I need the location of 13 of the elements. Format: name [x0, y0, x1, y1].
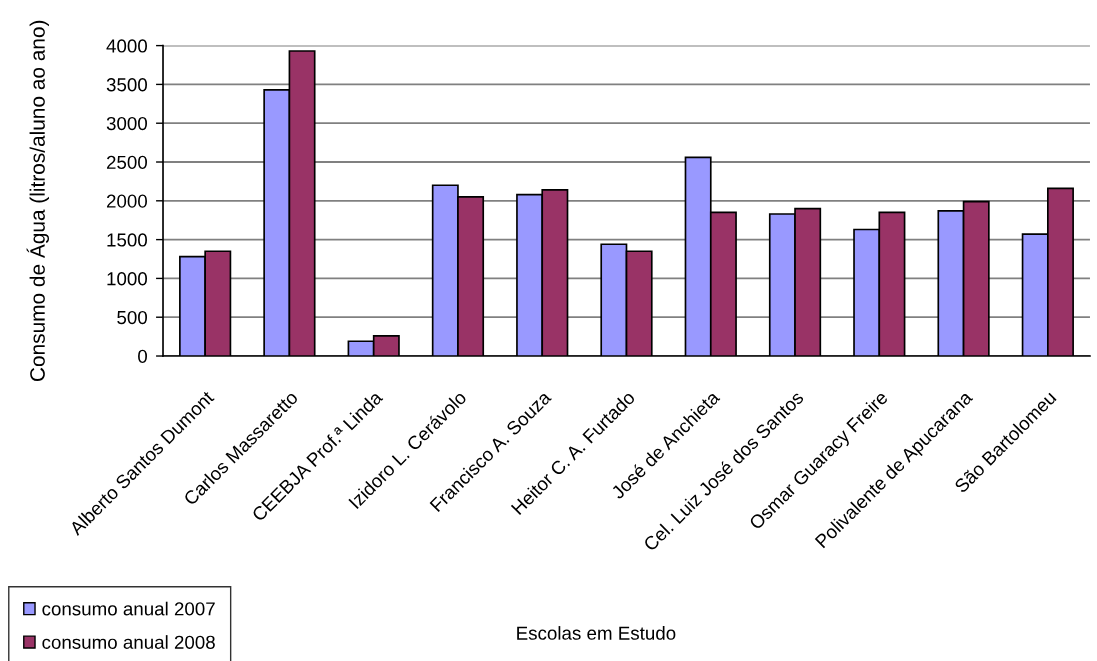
y-tick-label: 2500 — [106, 155, 148, 169]
y-tick-label: 500 — [117, 310, 148, 325]
y-tick-label: 2000 — [106, 194, 148, 208]
legend-label: consumo anual 2007 — [42, 601, 215, 616]
y-tick-label: 1000 — [107, 272, 148, 286]
y-axis-title: Consumo de Água (litros/aluno ao ano) — [26, 20, 49, 381]
y-tick-label: 1500 — [107, 233, 148, 247]
y-tick-label: 0 — [138, 349, 147, 363]
y-tick-label: 4000 — [106, 39, 148, 53]
y-tick-label: 3500 — [106, 78, 148, 92]
y-tick-label: 3000 — [106, 116, 148, 131]
x-axis-title: Escolas em Estudo — [517, 626, 676, 640]
legend-label: consumo anual 2008 — [42, 635, 215, 649]
